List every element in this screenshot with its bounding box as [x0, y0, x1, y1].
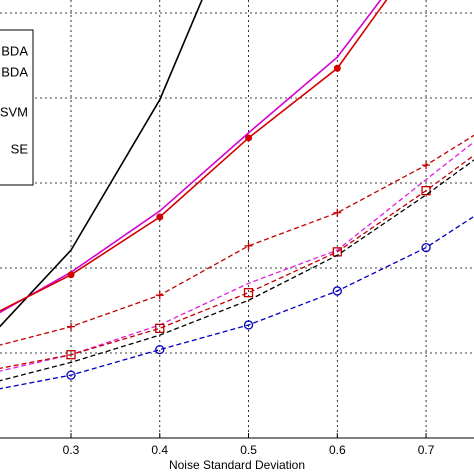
marker — [66, 350, 76, 360]
plot-area — [0, 0, 474, 390]
marker — [333, 208, 342, 217]
x-axis-label: Noise Standard Deviation — [169, 458, 305, 472]
marker — [155, 344, 165, 355]
marker — [243, 320, 254, 330]
marker — [67, 322, 76, 331]
legend-label: BDA — [1, 64, 28, 79]
series-line — [0, 0, 388, 312]
legend-box — [0, 29, 34, 186]
marker — [421, 186, 431, 196]
grid — [0, 0, 474, 438]
marker — [422, 161, 431, 170]
axes: 0.3 0.4 0.5 0.6 0.7 — [0, 433, 474, 457]
x-tick-label: 0.4 — [151, 443, 168, 457]
marker — [156, 213, 164, 221]
marker — [243, 288, 254, 298]
marker — [67, 271, 75, 279]
marker — [244, 241, 253, 250]
marker — [155, 323, 165, 334]
legend: BDA BDA SVM SE — [0, 29, 34, 186]
marker — [245, 134, 253, 142]
marker — [421, 242, 431, 253]
series-line — [0, 159, 474, 382]
marker — [155, 291, 164, 300]
series-line — [0, 0, 203, 328]
x-tick-label: 0.5 — [240, 443, 257, 457]
series-line — [0, 154, 474, 369]
series-line — [0, 0, 382, 314]
legend-label: BDA — [1, 43, 28, 58]
x-tick-label: 0.7 — [418, 443, 435, 457]
x-tick-label: 0.3 — [63, 443, 80, 457]
legend-label: SVM — [0, 104, 28, 119]
marker — [332, 286, 342, 296]
x-tick-label: 0.6 — [329, 443, 346, 457]
marker — [66, 370, 76, 380]
marker — [333, 64, 341, 72]
series-line — [0, 215, 474, 390]
legend-label: SE — [11, 141, 29, 156]
